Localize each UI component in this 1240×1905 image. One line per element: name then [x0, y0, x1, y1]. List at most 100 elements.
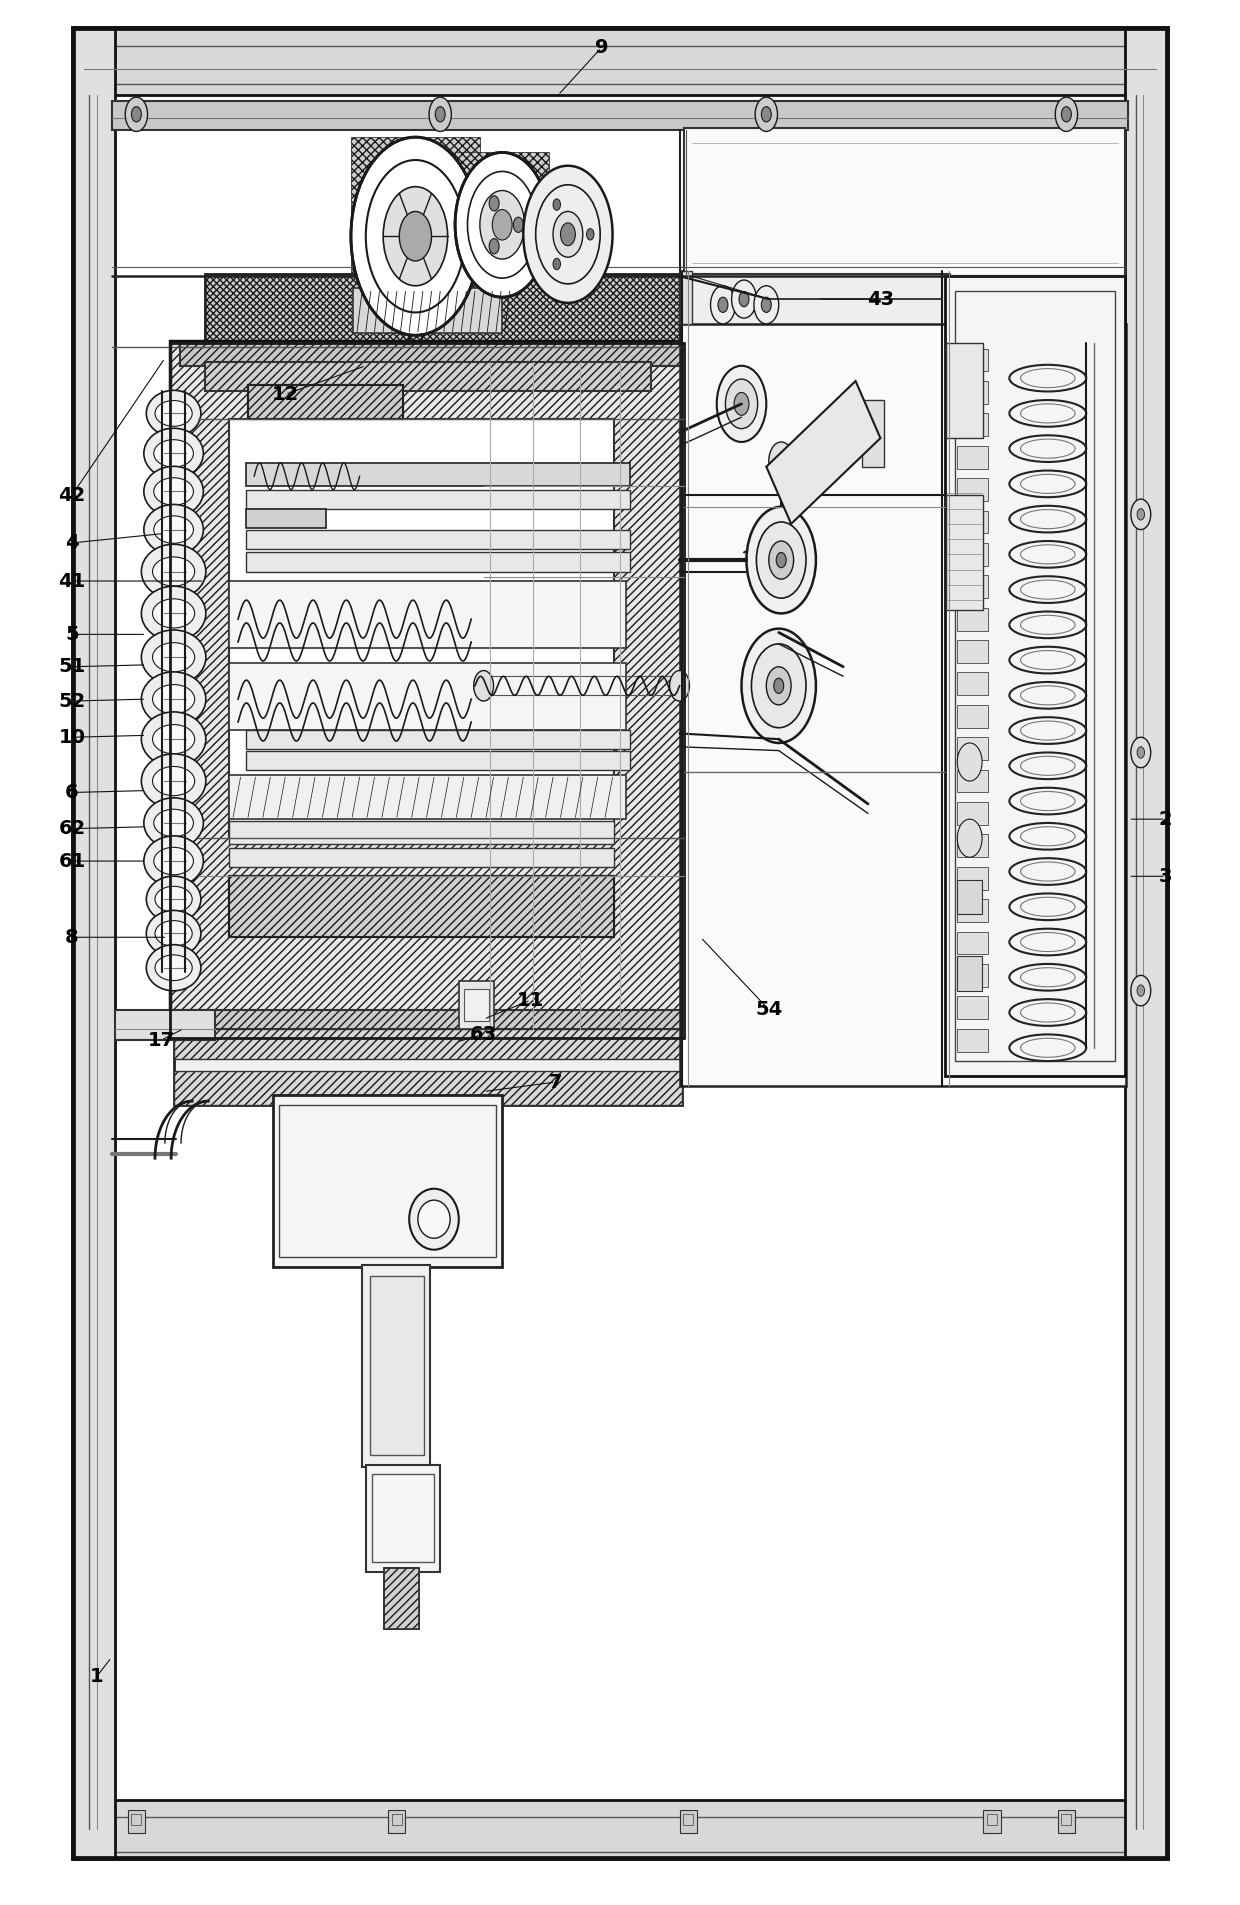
- Circle shape: [490, 196, 498, 211]
- Bar: [93, 57, 1147, 1829]
- Bar: [170, 341, 684, 1038]
- Ellipse shape: [154, 810, 193, 836]
- Circle shape: [125, 97, 148, 131]
- Text: 11: 11: [517, 991, 544, 1010]
- Bar: [384, 1568, 419, 1629]
- Text: 42: 42: [58, 486, 86, 505]
- Text: 7: 7: [549, 1073, 562, 1092]
- Ellipse shape: [144, 429, 203, 478]
- Circle shape: [131, 107, 141, 122]
- Text: 1: 1: [91, 1667, 103, 1686]
- Circle shape: [754, 286, 779, 324]
- Circle shape: [435, 107, 445, 122]
- Bar: [84, 1817, 1156, 1852]
- Text: 54: 54: [755, 1000, 782, 1019]
- Text: 2: 2: [1159, 810, 1172, 829]
- Bar: [174, 1029, 682, 1105]
- Text: 5: 5: [66, 625, 78, 644]
- Bar: [112, 101, 1128, 130]
- Bar: [366, 1465, 440, 1572]
- Bar: [170, 341, 684, 1038]
- Bar: [74, 29, 1166, 95]
- Ellipse shape: [141, 631, 206, 684]
- Bar: [74, 29, 1166, 1857]
- Circle shape: [553, 211, 583, 257]
- Circle shape: [742, 629, 816, 743]
- Circle shape: [957, 743, 982, 781]
- Bar: [180, 1010, 682, 1038]
- Circle shape: [492, 210, 512, 240]
- Bar: [246, 490, 630, 509]
- Bar: [180, 343, 682, 366]
- Bar: [246, 530, 630, 549]
- Circle shape: [766, 667, 791, 705]
- Bar: [392, 1814, 402, 1825]
- Bar: [957, 802, 988, 825]
- Circle shape: [553, 198, 560, 210]
- Text: 6: 6: [66, 783, 78, 802]
- Text: 4: 4: [66, 533, 78, 552]
- Bar: [464, 989, 489, 1021]
- Bar: [957, 543, 988, 566]
- Polygon shape: [766, 381, 880, 524]
- Bar: [957, 672, 988, 695]
- Circle shape: [560, 223, 575, 246]
- Circle shape: [1137, 509, 1145, 520]
- Circle shape: [957, 819, 982, 857]
- Circle shape: [711, 286, 735, 324]
- Ellipse shape: [146, 945, 201, 991]
- Bar: [957, 705, 988, 728]
- Text: 43: 43: [867, 290, 894, 309]
- Bar: [74, 29, 115, 1857]
- Bar: [273, 1095, 502, 1267]
- Circle shape: [553, 259, 560, 271]
- Bar: [370, 1276, 424, 1455]
- Bar: [957, 349, 988, 371]
- Bar: [957, 640, 988, 663]
- Bar: [683, 1814, 693, 1825]
- Bar: [680, 274, 950, 347]
- Ellipse shape: [153, 642, 195, 672]
- Ellipse shape: [153, 684, 195, 714]
- Text: 12: 12: [272, 385, 299, 404]
- Circle shape: [761, 297, 771, 312]
- Text: 3: 3: [1159, 867, 1172, 886]
- Bar: [397, 328, 434, 347]
- Ellipse shape: [144, 798, 203, 848]
- Bar: [128, 1810, 145, 1833]
- Bar: [957, 413, 988, 436]
- Bar: [957, 446, 988, 469]
- Bar: [1061, 1814, 1071, 1825]
- Circle shape: [1137, 985, 1145, 996]
- Bar: [205, 274, 682, 347]
- Circle shape: [769, 541, 794, 579]
- Circle shape: [670, 671, 689, 701]
- Bar: [246, 463, 630, 486]
- Bar: [384, 1568, 419, 1629]
- Bar: [1058, 1810, 1075, 1833]
- Circle shape: [1131, 737, 1151, 768]
- Bar: [205, 274, 682, 347]
- Bar: [174, 1029, 682, 1059]
- Bar: [248, 385, 403, 419]
- Circle shape: [718, 297, 728, 312]
- Bar: [957, 511, 988, 533]
- Text: 61: 61: [58, 852, 86, 871]
- Bar: [74, 1800, 1166, 1857]
- Bar: [957, 956, 982, 991]
- Text: 17: 17: [148, 1031, 175, 1050]
- Bar: [455, 152, 549, 297]
- Bar: [174, 1029, 682, 1059]
- Ellipse shape: [155, 886, 192, 912]
- Bar: [957, 867, 988, 890]
- Bar: [946, 495, 983, 610]
- Bar: [957, 608, 988, 631]
- Circle shape: [746, 507, 816, 613]
- Bar: [957, 478, 988, 501]
- Bar: [353, 288, 502, 333]
- Bar: [205, 274, 682, 347]
- Ellipse shape: [409, 1189, 459, 1250]
- Text: 9: 9: [595, 38, 608, 57]
- Ellipse shape: [146, 391, 201, 436]
- Text: 62: 62: [58, 819, 86, 838]
